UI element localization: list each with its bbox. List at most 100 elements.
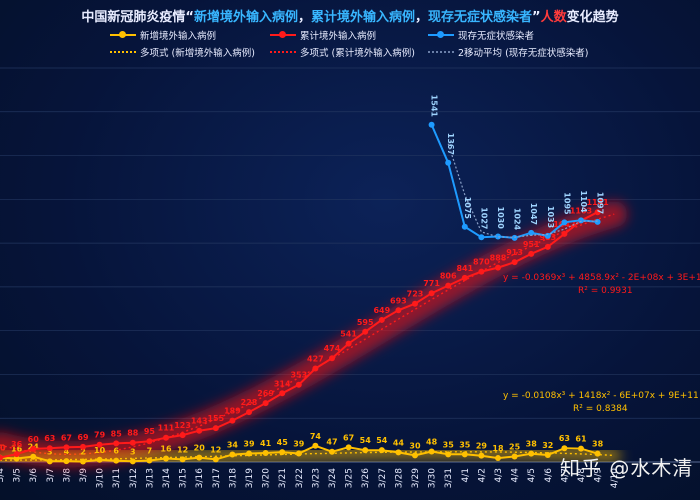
x-tick-label: 4/9 bbox=[594, 468, 604, 483]
data-label-cum: 269 bbox=[257, 389, 274, 398]
data-point-cum bbox=[345, 340, 352, 347]
data-label-cum: 1103 bbox=[570, 207, 592, 216]
data-label-cum: 806 bbox=[440, 272, 457, 281]
title-part: 人数 bbox=[540, 10, 567, 25]
x-tick-label: 3/25 bbox=[345, 468, 355, 488]
data-point-new bbox=[295, 450, 302, 457]
data-label-new: 2 bbox=[80, 448, 86, 457]
data-label-cum: 63 bbox=[44, 434, 55, 443]
x-tick-label: 4/2 bbox=[477, 468, 487, 482]
data-point-new bbox=[461, 451, 468, 458]
data-point-cum bbox=[13, 451, 20, 458]
data-label-new: 54 bbox=[376, 436, 388, 445]
data-label-cum: 314 bbox=[274, 379, 291, 388]
legend-label: 新增境外输入病例 bbox=[140, 31, 217, 42]
data-point-cum bbox=[196, 427, 203, 434]
x-tick-label: 3/11 bbox=[112, 468, 122, 488]
x-tick-label: 3/19 bbox=[245, 468, 255, 488]
equation-cum: y = -0.0369x³ + 4858.9x² - 2E+08x + 3E+1… bbox=[503, 273, 700, 283]
x-tick-label: 3/27 bbox=[378, 468, 388, 488]
data-point-new bbox=[312, 442, 319, 449]
title-part: 变化趋势 bbox=[566, 10, 619, 25]
data-point-cum bbox=[146, 438, 153, 445]
data-point-cum bbox=[544, 243, 551, 250]
data-point-new bbox=[478, 452, 485, 459]
data-label-cum: 67 bbox=[61, 433, 72, 442]
legend-item-new: 新增境外输入病例 bbox=[110, 28, 216, 42]
data-label-cum: 155 bbox=[207, 414, 224, 423]
data-label-asym: 1367 bbox=[446, 133, 455, 155]
legend-label: 多项式 (累计境外输入病例) bbox=[300, 48, 415, 59]
data-point-new bbox=[329, 448, 335, 455]
data-label-new: 67 bbox=[343, 433, 354, 442]
data-point-new bbox=[30, 453, 37, 460]
data-point-new bbox=[445, 451, 452, 458]
data-label-cum: 913 bbox=[506, 248, 523, 257]
r2-cum: R² = 0.9931 bbox=[578, 286, 633, 296]
data-point-asym bbox=[511, 234, 518, 241]
data-point-cum bbox=[445, 282, 452, 289]
x-tick-label: 4/1 bbox=[461, 468, 471, 482]
data-label-new: 7 bbox=[147, 446, 153, 455]
x-tick-label: 4/8 bbox=[577, 468, 587, 483]
x-tick-label: 3/13 bbox=[145, 468, 155, 488]
data-point-new bbox=[561, 445, 568, 452]
data-label-new: 63 bbox=[559, 434, 570, 443]
data-label-new: 29 bbox=[476, 442, 488, 451]
x-tick-label: 3/9 bbox=[79, 468, 89, 483]
data-point-new bbox=[80, 458, 86, 465]
data-point-new bbox=[196, 454, 203, 461]
x-tick-label: 3/12 bbox=[129, 468, 139, 488]
data-label-cum: 771 bbox=[423, 279, 440, 288]
x-tick-label: 4/10 bbox=[610, 468, 620, 488]
data-point-new bbox=[412, 452, 418, 459]
trend-line-cum bbox=[0, 213, 615, 455]
data-point-cum bbox=[212, 425, 219, 432]
data-label-new: 25 bbox=[509, 443, 521, 452]
legend-swatch bbox=[110, 30, 136, 40]
title-part: ， bbox=[414, 10, 428, 25]
data-label-new: 16 bbox=[160, 444, 172, 453]
data-label-cum: 143 bbox=[191, 417, 208, 426]
data-label-new: 32 bbox=[542, 441, 553, 450]
data-label-new: 35 bbox=[459, 440, 471, 449]
x-tick-label: 4/4 bbox=[511, 468, 521, 483]
x-tick-label: 4/5 bbox=[527, 468, 537, 482]
data-label-new: 61 bbox=[575, 435, 587, 444]
data-label-new: 74 bbox=[310, 432, 322, 441]
data-point-cum bbox=[561, 230, 568, 237]
title-part: 累计境外输入病例 bbox=[310, 10, 415, 25]
data-point-new bbox=[246, 450, 252, 457]
data-point-new bbox=[229, 451, 236, 458]
data-point-new bbox=[129, 458, 136, 465]
data-label-cum: 1141 bbox=[586, 198, 609, 207]
data-label-cum: 595 bbox=[357, 318, 374, 327]
data-point-new bbox=[395, 449, 402, 456]
data-label-cum: 353 bbox=[290, 371, 307, 380]
x-tick-label: 4/6 bbox=[544, 468, 554, 483]
data-point-cum bbox=[362, 328, 369, 335]
x-tick-label: 3/26 bbox=[361, 468, 371, 488]
data-label-asym: 1033 bbox=[546, 206, 555, 228]
data-point-cum bbox=[295, 381, 302, 388]
x-tick-label: 3/5 bbox=[13, 468, 23, 482]
data-label-new: 16 bbox=[11, 444, 23, 453]
legend-item-cum: 累计境外输入病例 bbox=[270, 28, 376, 42]
title-part: 中国新冠肺炎疫情“ bbox=[81, 10, 194, 25]
data-point-new bbox=[362, 447, 369, 454]
data-point-cum bbox=[412, 300, 418, 307]
data-label-new: 39 bbox=[243, 439, 255, 448]
data-point-cum bbox=[428, 290, 435, 297]
data-label-cum: 870 bbox=[473, 258, 490, 267]
data-point-new bbox=[528, 450, 535, 457]
x-tick-label: 4/7 bbox=[560, 468, 570, 482]
data-label-cum: 111 bbox=[158, 424, 175, 433]
data-point-cum bbox=[312, 365, 319, 372]
x-tick-label: 3/29 bbox=[411, 468, 421, 488]
data-label-new: 34 bbox=[227, 441, 239, 450]
data-point-cum bbox=[46, 445, 53, 452]
data-label-new: 4 bbox=[64, 447, 70, 456]
data-point-cum bbox=[378, 316, 385, 323]
